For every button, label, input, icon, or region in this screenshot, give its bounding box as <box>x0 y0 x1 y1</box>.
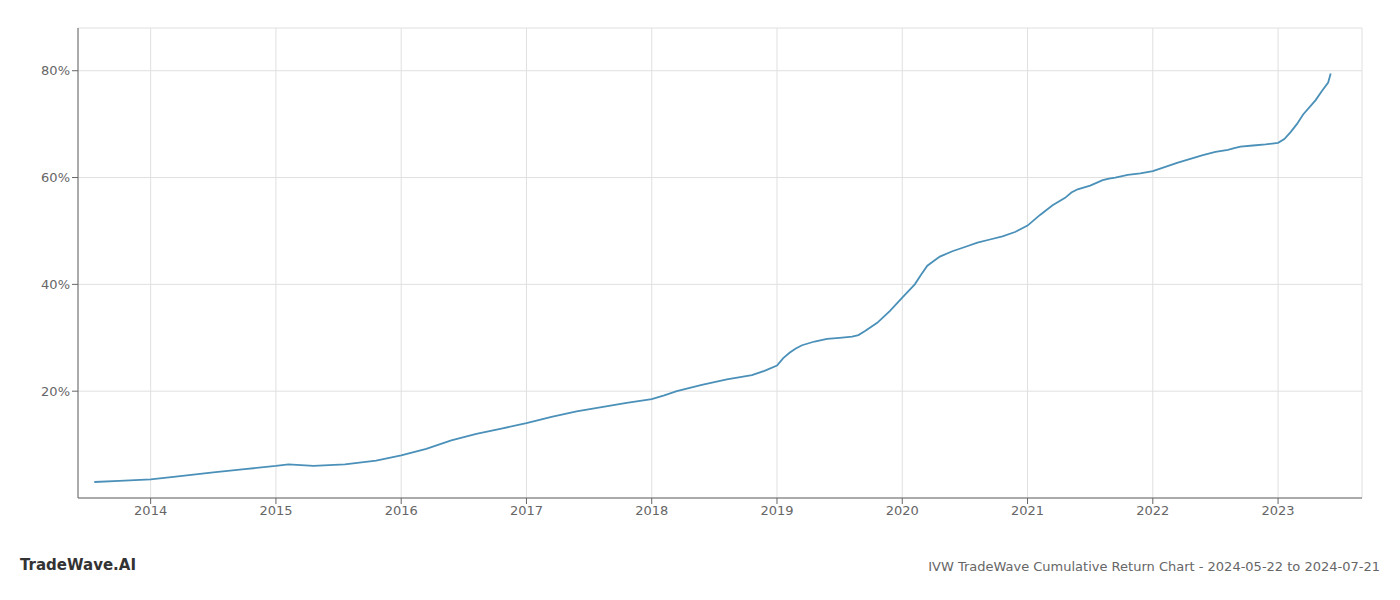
svg-text:2016: 2016 <box>385 503 418 518</box>
svg-text:2018: 2018 <box>635 503 668 518</box>
svg-text:2015: 2015 <box>259 503 292 518</box>
svg-text:2023: 2023 <box>1262 503 1295 518</box>
html-text:IVW TradeWave Cumulative Retur: IVW TradeWave Cumulative Return Chart - … <box>928 559 1380 574</box>
svg-text:2020: 2020 <box>886 503 919 518</box>
svg-text:20%: 20% <box>41 384 70 399</box>
svg-text:2021: 2021 <box>1011 503 1044 518</box>
html-text:TradeWave.AI: TradeWave.AI <box>20 556 136 574</box>
svg-text:2017: 2017 <box>510 503 543 518</box>
svg-text:60%: 60% <box>41 170 70 185</box>
svg-text:2014: 2014 <box>134 503 167 518</box>
svg-text:40%: 40% <box>41 277 70 292</box>
svg-text:2022: 2022 <box>1136 503 1169 518</box>
svg-text:80%: 80% <box>41 63 70 78</box>
svg-text:2019: 2019 <box>760 503 793 518</box>
